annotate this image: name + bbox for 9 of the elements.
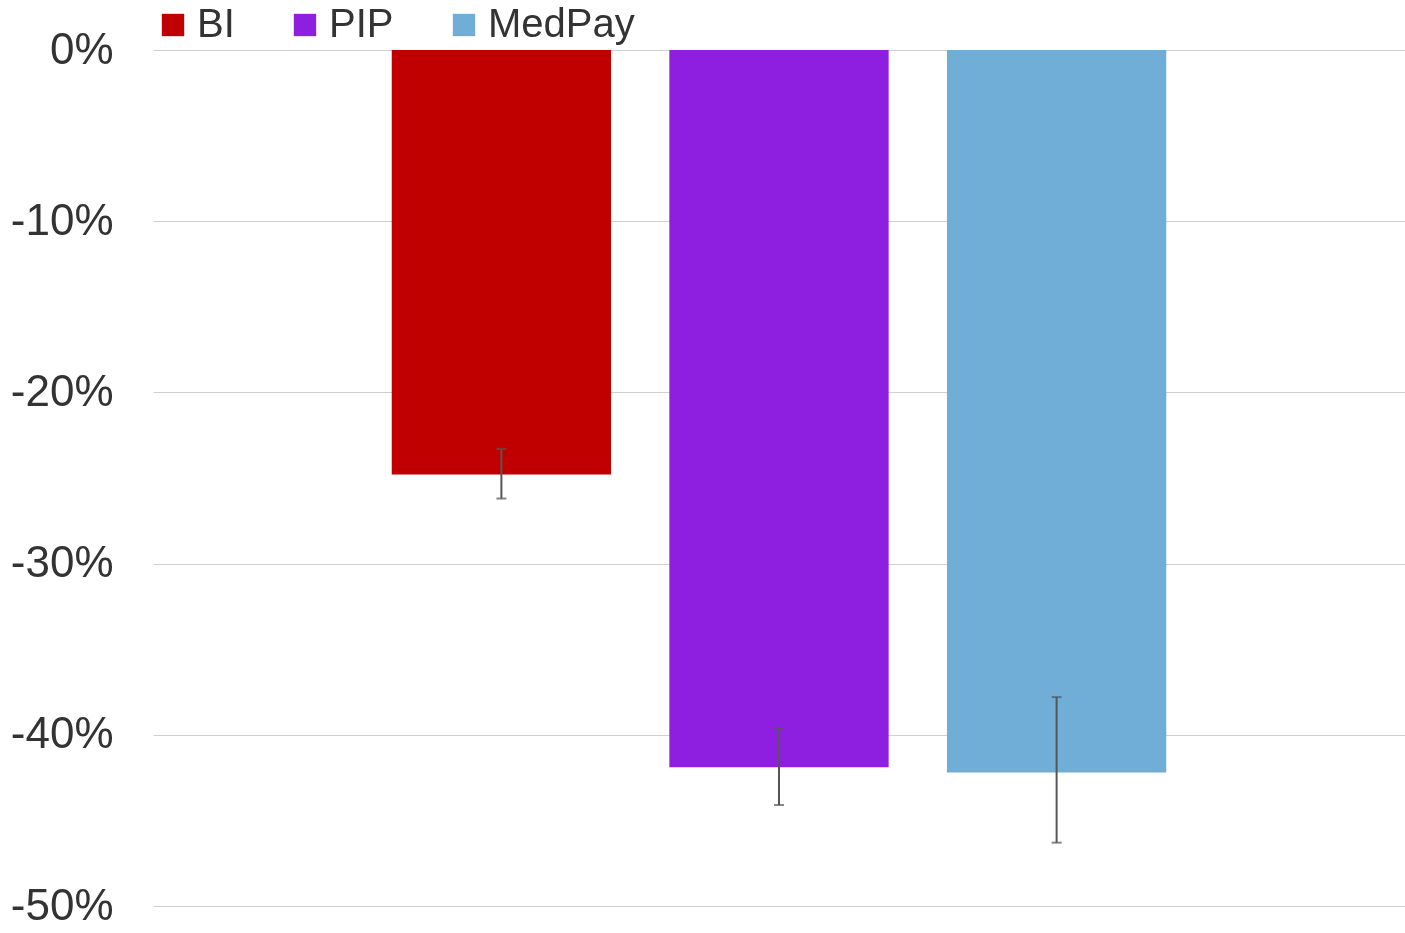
y-tick-label: -50% xyxy=(10,879,114,929)
y-tick-label: -30% xyxy=(10,537,114,587)
y-tick-label: 0% xyxy=(49,23,114,73)
legend-label: PIP xyxy=(329,1,394,45)
legend-label: BI xyxy=(197,1,235,45)
y-tick-label: -10% xyxy=(10,194,114,244)
y-tick-label: -40% xyxy=(10,708,114,758)
legend-label: MedPay xyxy=(488,1,635,45)
y-tick-label: -20% xyxy=(10,365,114,415)
